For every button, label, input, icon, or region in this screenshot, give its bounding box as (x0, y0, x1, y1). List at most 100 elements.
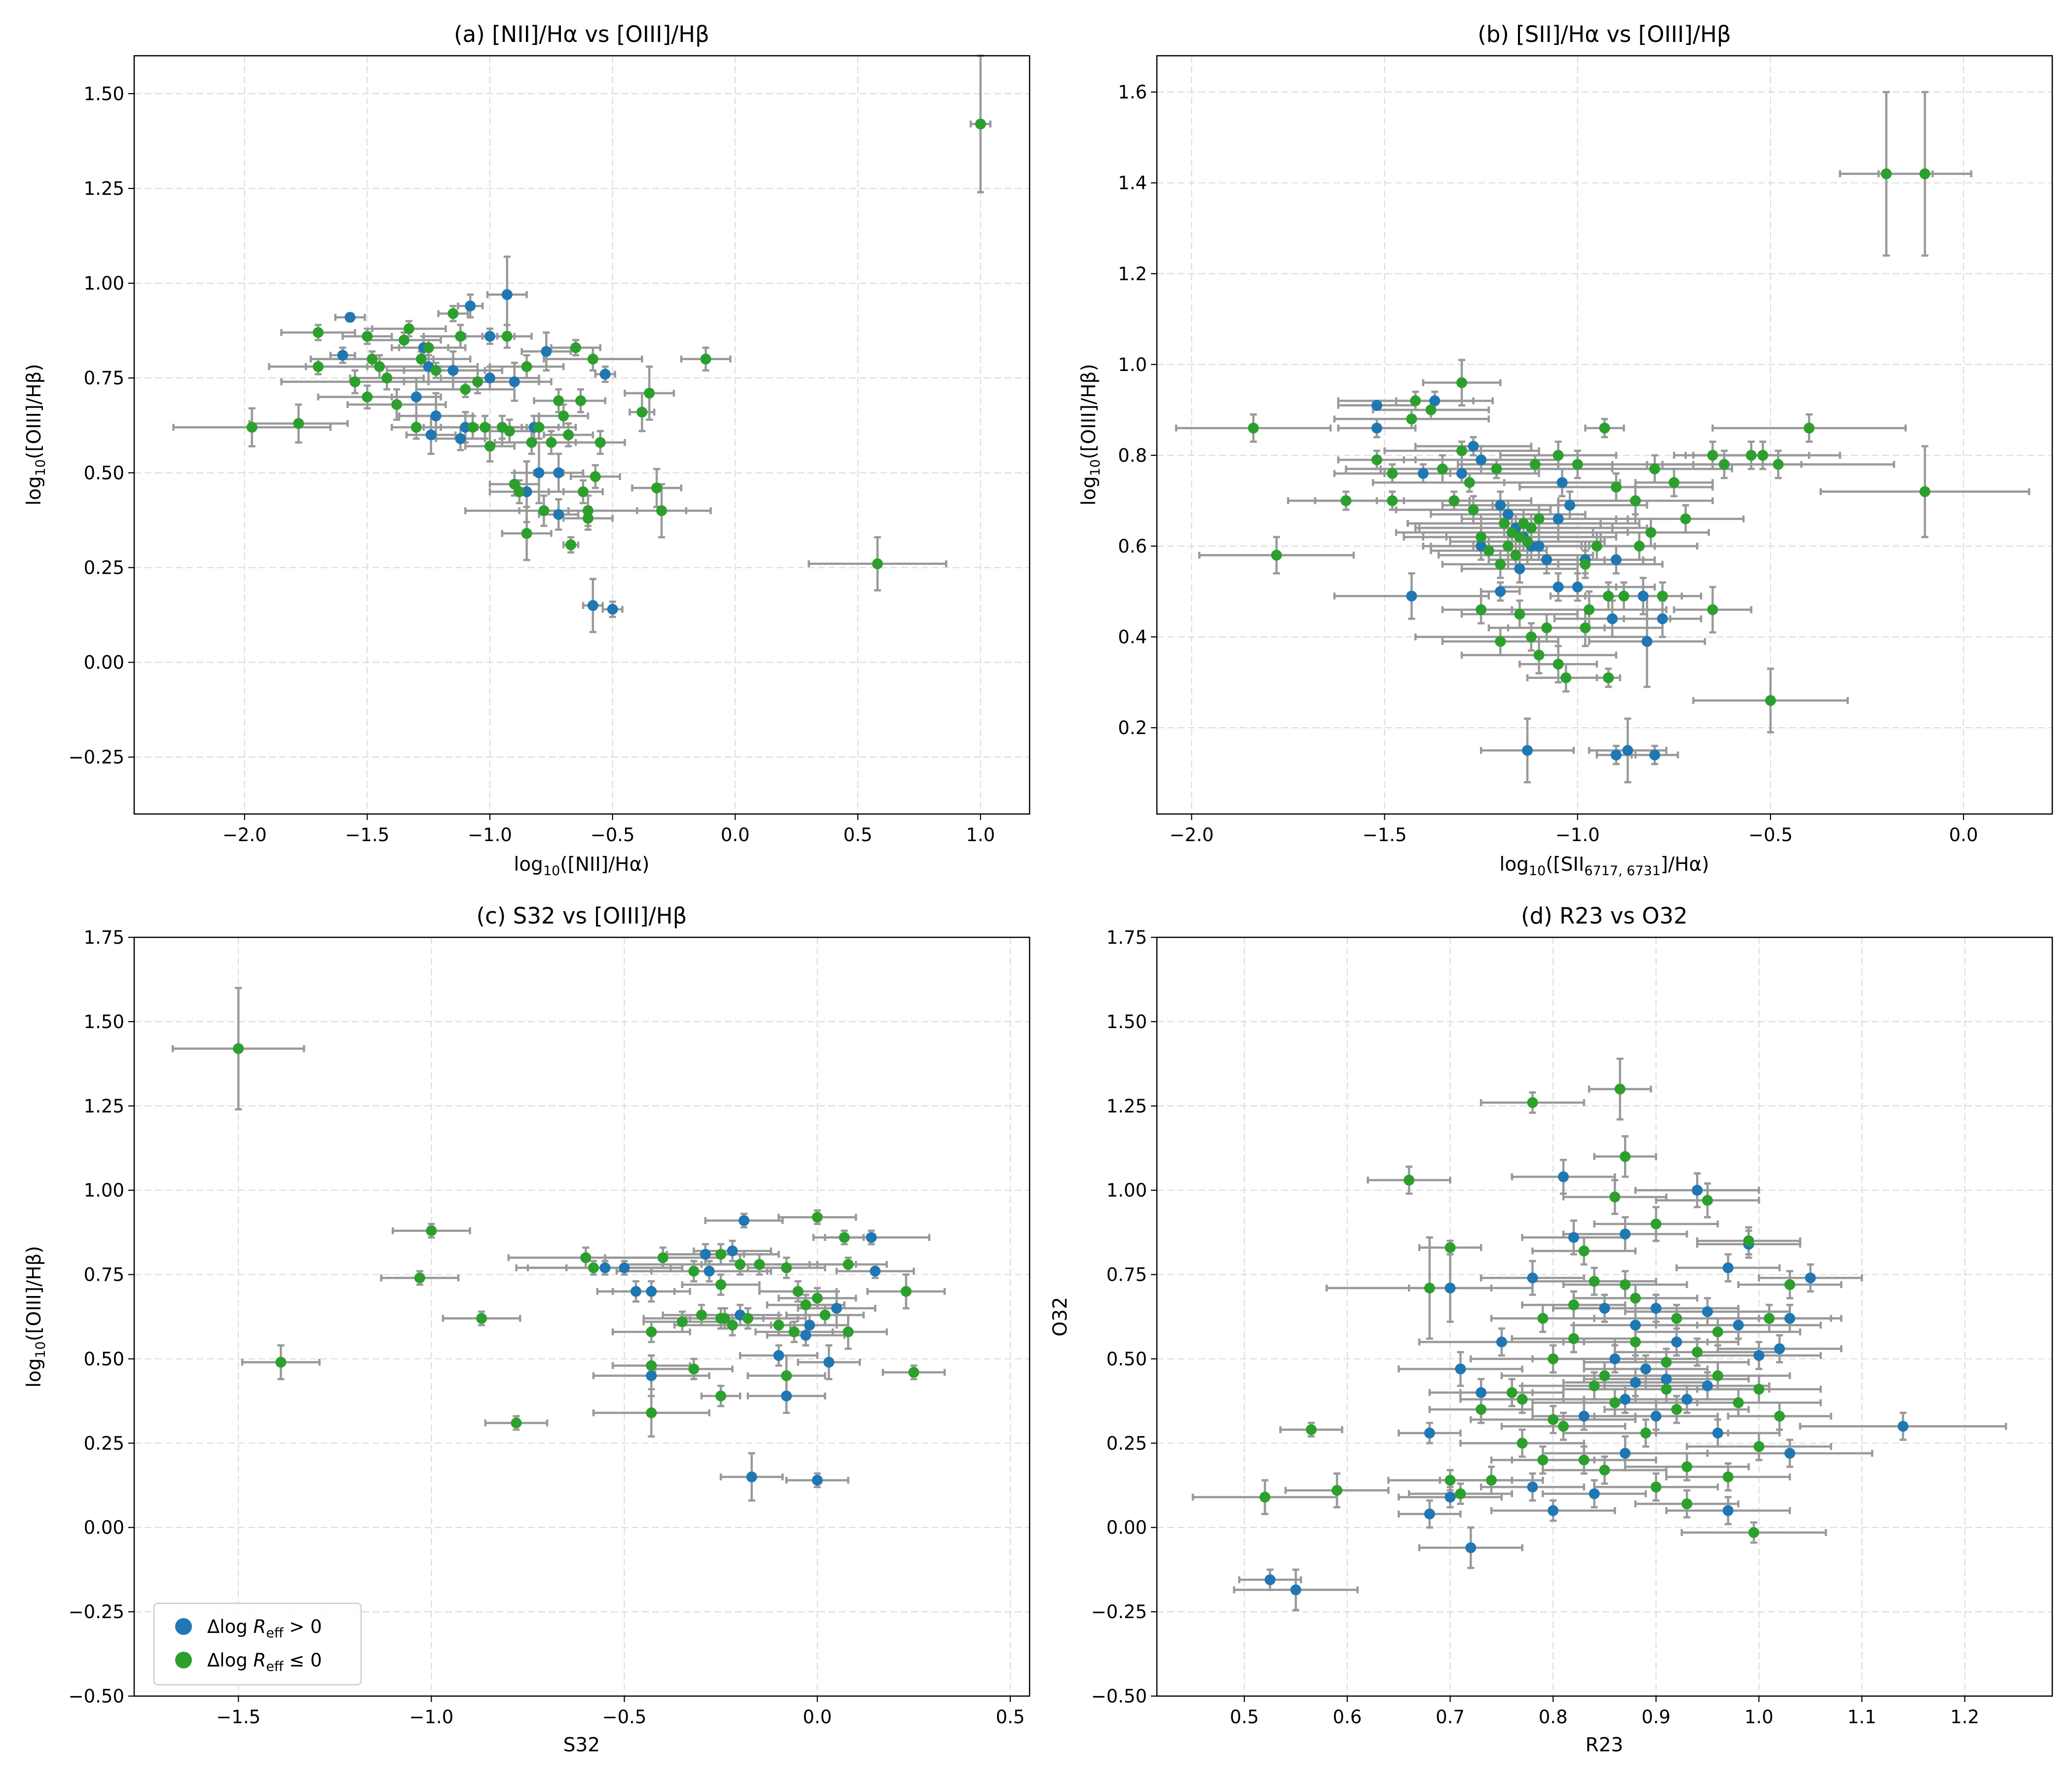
y-tick-label: 1.25 (1107, 1096, 1147, 1117)
data-point (1702, 1380, 1713, 1392)
panel-c-ylabel: log10([OIII]/Hβ) (23, 1246, 48, 1387)
data-point (1533, 649, 1545, 661)
data-point (1548, 1353, 1559, 1365)
x-tick-label: −2.0 (222, 824, 267, 846)
data-point (1553, 581, 1564, 592)
data-point (1692, 1184, 1703, 1196)
y-tick-label: 1.75 (1107, 927, 1147, 948)
data-point (1533, 513, 1545, 524)
data-point (455, 433, 466, 444)
data-point (1657, 591, 1668, 602)
data-point (430, 410, 442, 422)
data-point (1591, 540, 1602, 552)
data-point (1448, 495, 1460, 506)
x-tick-label: −0.5 (1748, 824, 1793, 846)
data-point (1514, 609, 1525, 620)
data-point (1444, 1491, 1456, 1503)
y-tick-label: 1.00 (1107, 1180, 1147, 1201)
panel-d-points (1259, 1083, 1909, 1595)
panel-a-xlabel: log10([NII]/Hα) (514, 853, 649, 879)
data-point (1774, 1410, 1785, 1422)
data-point (646, 1286, 657, 1297)
data-point (800, 1299, 812, 1311)
data-point (1774, 1343, 1785, 1354)
panel-d: 0.5 0.6 0.7 0.8 0.9 1.0 1.1 1.2 −0.50 −0.25 0.00 0… (1049, 903, 2053, 1756)
data-point (575, 395, 587, 407)
data-point (781, 1390, 792, 1402)
data-point (1599, 1465, 1610, 1476)
x-tick-label: 1.1 (1848, 1706, 1877, 1728)
data-point (1610, 481, 1622, 493)
data-point (607, 604, 618, 615)
data-point (715, 1313, 727, 1324)
data-point (1491, 463, 1502, 475)
data-point (1305, 1424, 1317, 1435)
x-tick-label: 0.0 (803, 1706, 832, 1728)
x-tick-label: 0.6 (1333, 1706, 1362, 1728)
x-tick-label: 0.9 (1641, 1706, 1670, 1728)
data-point (1456, 445, 1468, 456)
panel-c: −1.5 −1.0 −0.5 0.0 0.5 −0.50 −0.25 0.00 0.25 0.5… (23, 903, 1031, 1756)
data-point (636, 407, 648, 418)
data-point (1580, 558, 1591, 570)
data-point (1553, 513, 1564, 524)
data-point (1620, 1279, 1631, 1291)
data-point (293, 418, 304, 429)
data-point (1897, 1421, 1909, 1432)
data-point (1476, 531, 1487, 543)
data-point (1568, 1232, 1579, 1243)
data-point (558, 410, 569, 422)
data-point (866, 1232, 877, 1243)
data-point (410, 391, 422, 403)
panel-c-xlabel: S32 (563, 1734, 600, 1756)
data-point (1609, 1191, 1621, 1203)
data-point (630, 1286, 642, 1297)
data-point (1650, 1302, 1662, 1314)
data-point (812, 1475, 823, 1486)
panel-b-x-ticks: −2.0 −1.5 −1.0 −0.5 0.0 (1169, 814, 1978, 846)
panel-d-title: (d) R23 vs O32 (1521, 903, 1688, 929)
data-point (1614, 1083, 1626, 1095)
data-point (1456, 377, 1468, 388)
data-point (460, 384, 471, 395)
data-point (1476, 604, 1487, 615)
data-point (1499, 518, 1510, 529)
data-point (1425, 404, 1437, 415)
data-point (1406, 413, 1417, 425)
data-point (1476, 454, 1487, 466)
data-point (1340, 495, 1352, 506)
data-point (773, 1320, 784, 1331)
data-point (577, 486, 589, 497)
data-point (1444, 1475, 1456, 1486)
data-point (1650, 1219, 1662, 1230)
data-point (1465, 1542, 1477, 1554)
data-point (1527, 1272, 1538, 1284)
panel-b-title: (b) [SII]/Hα vs [OIII]/Hβ (1478, 21, 1731, 47)
data-point (538, 505, 550, 517)
x-tick-label: 0.5 (843, 824, 872, 846)
y-tick-label: 1.50 (1107, 1011, 1147, 1033)
panel-a-title: (a) [NII]/Hα vs [OIII]/Hβ (454, 21, 709, 47)
data-point (594, 437, 606, 448)
data-point (703, 1265, 715, 1277)
x-tick-label: 0.8 (1539, 1706, 1568, 1728)
data-point (423, 342, 434, 353)
y-tick-label: 1.50 (84, 1011, 124, 1033)
data-point (1525, 631, 1537, 643)
data-point (1733, 1397, 1744, 1408)
data-point (1468, 504, 1479, 516)
data-point (511, 1417, 522, 1429)
y-tick-label: 1.75 (84, 927, 124, 948)
data-point (1502, 540, 1514, 552)
data-point (715, 1279, 727, 1291)
y-tick-label: −0.50 (69, 1686, 124, 1707)
y-tick-label: 1.4 (1118, 173, 1147, 194)
data-point (367, 353, 378, 365)
data-point (480, 422, 491, 433)
data-point (1568, 1333, 1579, 1344)
data-point (582, 505, 593, 517)
data-point (521, 361, 532, 372)
data-point (1506, 1387, 1517, 1398)
data-point (1657, 613, 1668, 625)
data-point (1753, 1441, 1765, 1452)
